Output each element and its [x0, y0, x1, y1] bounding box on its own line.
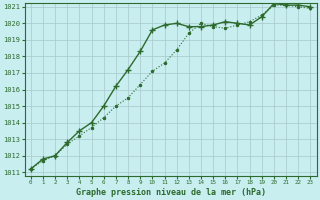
- X-axis label: Graphe pression niveau de la mer (hPa): Graphe pression niveau de la mer (hPa): [76, 188, 266, 197]
